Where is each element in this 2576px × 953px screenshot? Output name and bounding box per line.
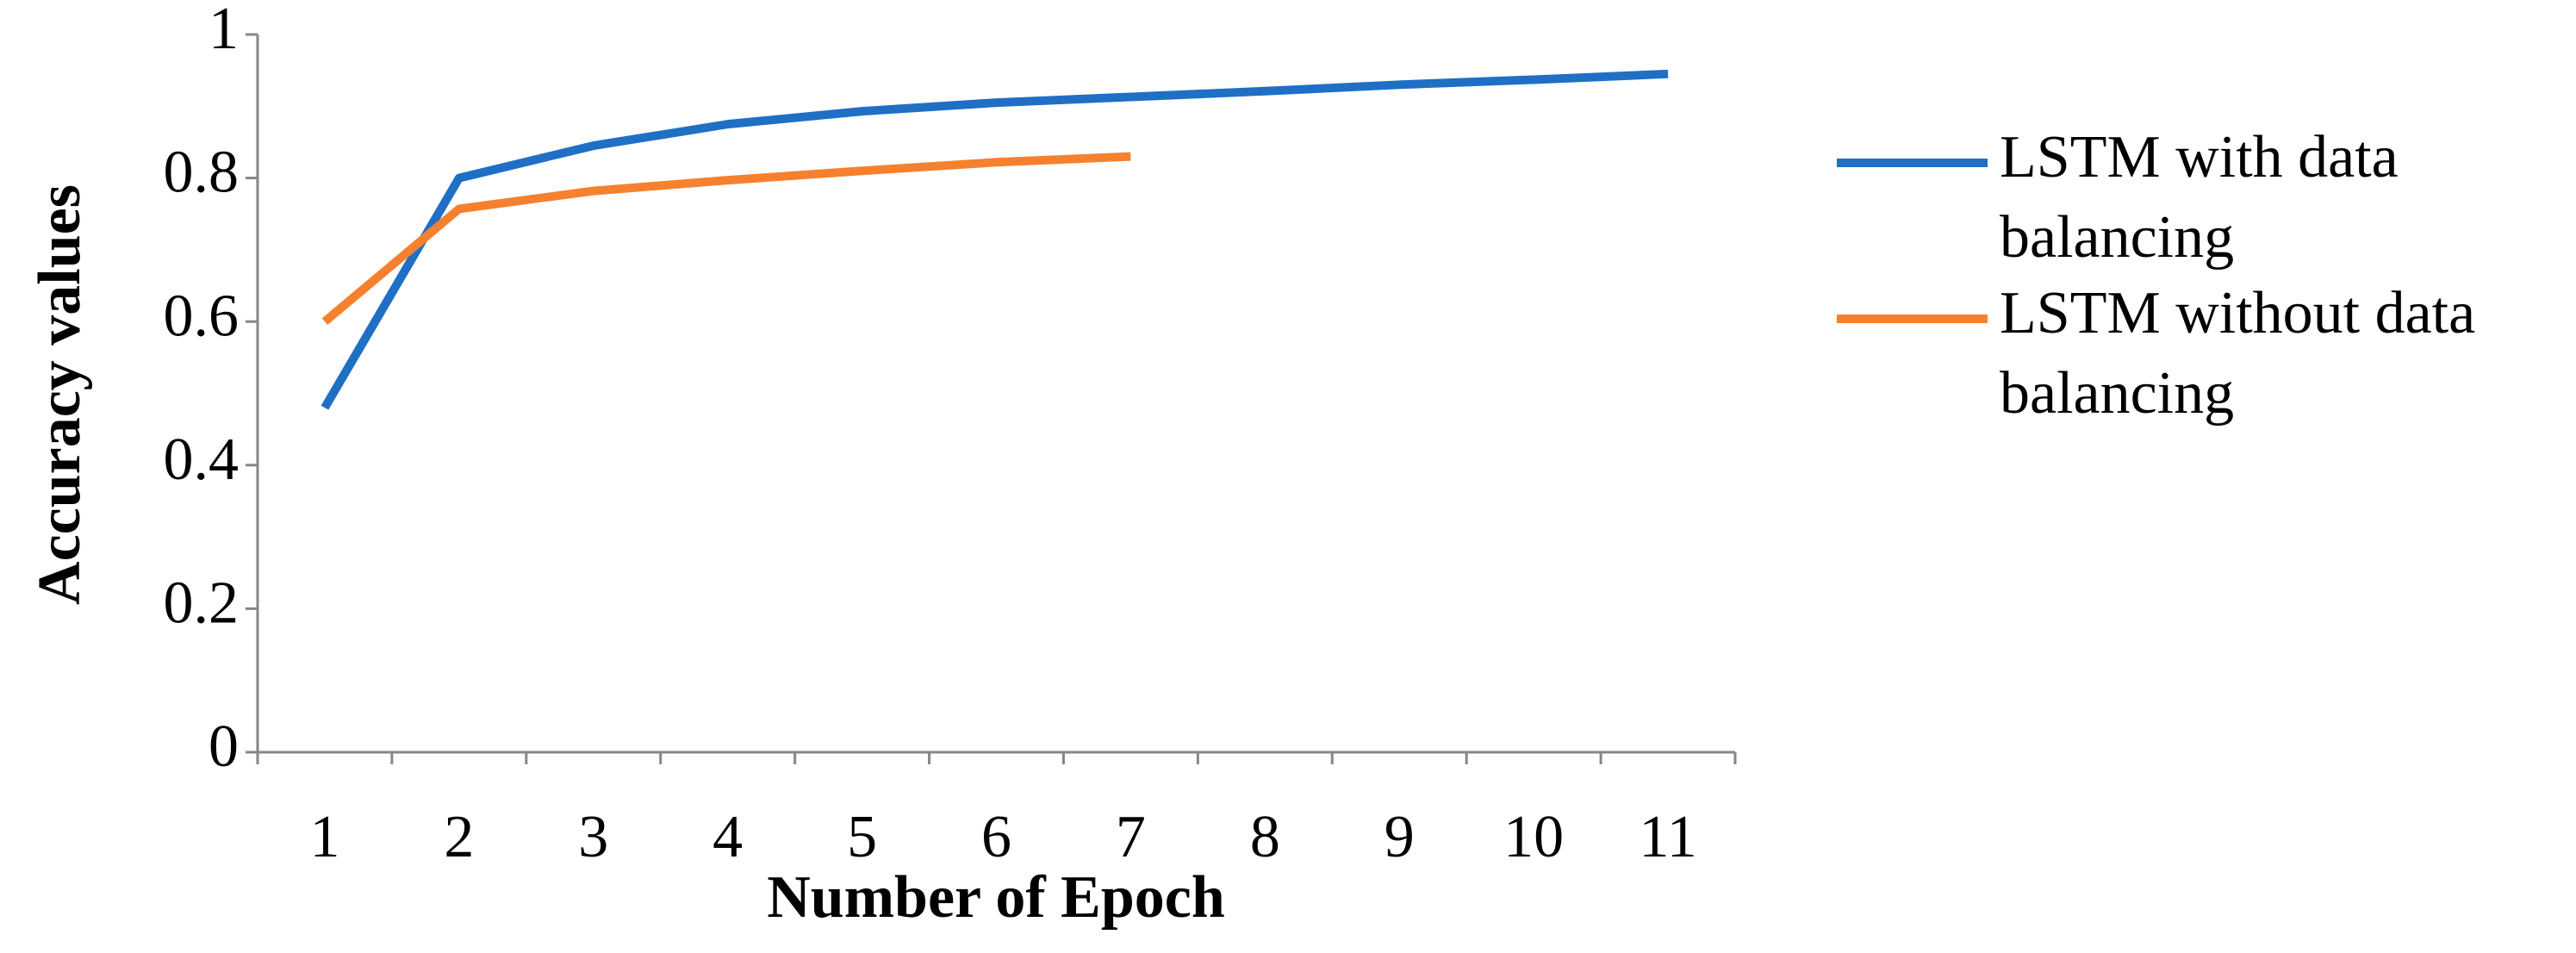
x-tick-label: 9 xyxy=(1384,804,1415,870)
y-tick-label: 0.4 xyxy=(164,427,240,493)
x-tick-label: 11 xyxy=(1639,804,1696,870)
y-axis-title: Accuracy values xyxy=(27,184,93,605)
series-line xyxy=(321,152,1131,326)
x-axis-title: Number of Epoch xyxy=(767,864,1225,931)
y-tick-label: 0 xyxy=(208,713,239,780)
y-tick-label: 1 xyxy=(208,0,239,62)
y-tick-label: 0.8 xyxy=(164,140,240,206)
x-tick-label: 7 xyxy=(1116,804,1146,870)
x-tick-label: 8 xyxy=(1250,804,1280,870)
y-tick-label: 0.6 xyxy=(164,283,240,349)
x-tick-label: 10 xyxy=(1503,804,1564,870)
x-tick-label: 1 xyxy=(309,804,339,870)
x-tick-label: 5 xyxy=(847,804,877,870)
legend-label: LSTM with data balancing xyxy=(2000,124,2399,271)
series-line xyxy=(320,69,1669,410)
legend-label: LSTM without data balancing xyxy=(2000,280,2475,427)
y-tick-label: 0.2 xyxy=(164,570,240,636)
x-tick-label: 3 xyxy=(578,804,608,870)
x-tick-label: 6 xyxy=(981,804,1011,870)
x-tick-label: 4 xyxy=(712,804,743,870)
x-tick-label: 2 xyxy=(444,804,474,870)
